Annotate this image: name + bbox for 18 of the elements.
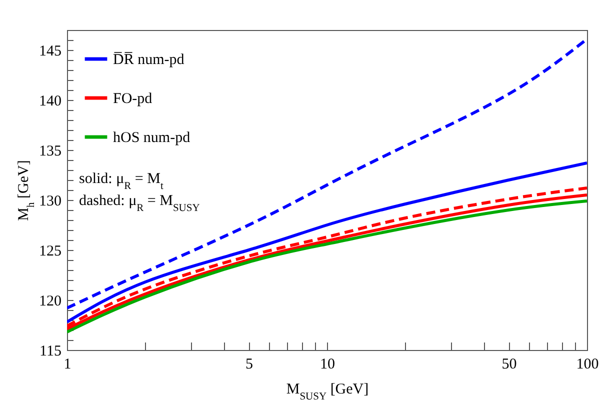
x-tick-label: 100: [576, 356, 599, 372]
legend-label: D̅R̅ num-pd: [113, 51, 185, 68]
x-tick-label: 5: [245, 356, 253, 372]
x-tick-label: 50: [502, 356, 517, 372]
y-tick-label: 120: [39, 294, 62, 310]
annotation: solid: μ$_{R}$ = M$_{t}$: [79, 171, 164, 192]
y-tick-label: 135: [39, 144, 62, 160]
legend-label: FO-pd: [113, 91, 153, 107]
legend-label: hOS num-pd: [113, 130, 191, 146]
y-tick-label: 125: [39, 244, 62, 260]
x-tick-label: 10: [320, 356, 335, 372]
y-tick-label: 145: [39, 44, 62, 60]
x-axis-title: M$_{SUSY}$ [GeV]: [286, 382, 369, 402]
y-tick-label: 140: [39, 94, 62, 110]
x-tick-label: 1: [64, 356, 72, 372]
y-tick-label: 115: [40, 344, 62, 360]
y-tick-label: 130: [39, 194, 62, 210]
annotation: dashed: μ$_{R}$ = M$_{SUSY}$: [79, 193, 200, 214]
